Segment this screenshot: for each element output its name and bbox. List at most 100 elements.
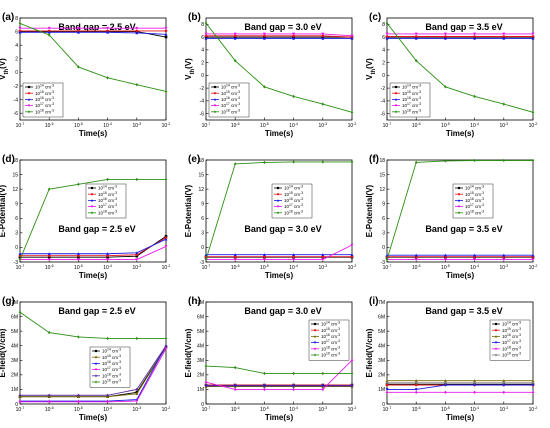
data-point — [47, 30, 51, 34]
data-point — [164, 234, 168, 238]
data-point — [292, 258, 296, 262]
y-tick-label: 18 — [198, 158, 204, 164]
data-point — [47, 187, 51, 191]
y-tick-label: 5M — [11, 329, 18, 335]
legend-entry: 1017 cm-3 — [465, 203, 484, 209]
legend-marker — [313, 322, 317, 326]
x-tick-label: 10-5 — [74, 406, 83, 413]
data-point — [18, 310, 22, 314]
legend-entry: 1015 cm-3 — [98, 191, 117, 197]
legend-marker — [213, 92, 217, 95]
y-tick-label: 6 — [382, 35, 385, 41]
y-tick-label: 4M — [11, 344, 18, 350]
data-point — [321, 32, 325, 36]
legend-marker — [27, 98, 31, 101]
y-tick-label: 0 — [382, 245, 385, 251]
data-point — [164, 347, 168, 351]
data-point — [502, 35, 506, 38]
data-point — [76, 252, 80, 256]
legend-marker — [27, 104, 31, 107]
data-point — [321, 34, 325, 38]
data-point — [164, 336, 168, 341]
legend-entry: 1014 cm-3 — [284, 185, 303, 191]
data-point — [18, 252, 22, 256]
data-point — [106, 30, 110, 34]
legend-entry: 1015 cm-3 — [465, 191, 484, 197]
data-point — [233, 32, 237, 36]
legend-marker — [27, 110, 31, 114]
y-tick-label: -6 — [14, 111, 19, 117]
legend-marker — [213, 104, 217, 107]
data-point — [262, 258, 266, 262]
y-tick-label: 2M — [378, 373, 385, 379]
panel-title: Band gap = 3.0 eV — [244, 306, 321, 316]
y-tick-label: 1M — [197, 387, 204, 393]
legend-marker — [276, 205, 280, 208]
data-point — [164, 29, 168, 33]
y-tick-label: -2 — [381, 86, 386, 92]
panel-title: Band gap = 2.5 eV — [58, 306, 135, 316]
data-point — [135, 258, 139, 262]
data-point — [77, 65, 80, 69]
x-tick-label: 10-6 — [231, 264, 240, 271]
legend-marker — [494, 329, 498, 332]
legend-entry: 1018 cm-3 — [502, 345, 521, 351]
legend-entry: 1015 cm-3 — [402, 90, 421, 96]
data-point — [321, 253, 325, 257]
chart-panel-h: 10-7 10-6 10-5 10-4 10-3 10-2 7M 6M 5M 4M 3M 2M 1M 0 (… — [184, 296, 356, 422]
x-tick-label: 10-5 — [441, 122, 450, 129]
legend-entry: 1017 cm-3 — [402, 102, 421, 108]
chart-panel-i: 10-7 10-6 10-5 10-4 10-3 10-2 7M 6M 5M 4M 3M 2M 1M 0 (… — [365, 296, 537, 422]
data-point — [47, 255, 51, 259]
legend-marker — [94, 368, 98, 371]
panel-title: Band gap = 3.5 eV — [425, 224, 502, 234]
data-point — [414, 160, 418, 165]
panel-title: Band gap = 3.5 eV — [425, 306, 502, 316]
data-point — [204, 21, 208, 25]
data-point — [47, 400, 51, 404]
y-tick-label: -4 — [381, 99, 386, 105]
y-axis-label: E-field(V/cm) — [184, 328, 193, 377]
data-point — [385, 21, 389, 25]
data-point — [77, 255, 80, 259]
data-point — [321, 387, 325, 392]
y-tick-label: 12 — [12, 187, 18, 193]
x-tick-label: 10-2 — [529, 406, 538, 413]
y-tick-label: 1M — [11, 387, 18, 393]
legend-entry: 1016 cm-3 — [284, 197, 303, 203]
data-point — [502, 381, 506, 385]
y-tick-label: 0 — [15, 402, 18, 408]
data-point — [444, 35, 447, 38]
data-point — [164, 89, 168, 94]
legend-entry: 1015 cm-3 — [102, 354, 121, 360]
legend-marker — [90, 205, 94, 208]
data-point — [233, 34, 237, 38]
data-point — [233, 253, 237, 257]
legend-marker — [313, 353, 317, 357]
y-axis-label: E-field(V/cm) — [365, 328, 374, 377]
data-point — [135, 391, 139, 394]
data-point — [262, 36, 266, 40]
legend-marker — [90, 193, 94, 196]
legend-entry: 1015 cm-3 — [284, 191, 303, 197]
legend-entry: 1019 cm-3 — [321, 352, 340, 358]
legend-marker — [394, 104, 398, 107]
y-tick-label: 4 — [201, 48, 204, 54]
legend-entry: 1017 cm-3 — [221, 102, 240, 108]
data-point — [531, 258, 535, 262]
legend-marker — [90, 186, 94, 190]
data-point — [263, 34, 266, 38]
y-axis-label: Vth(V) — [184, 58, 196, 80]
data-point — [502, 158, 506, 163]
panel-tag: (d) — [2, 154, 15, 165]
legend-marker — [494, 322, 498, 326]
data-point — [473, 94, 476, 99]
data-point — [77, 182, 80, 186]
chart-panel-c: 10-7 10-6 10-5 10-4 10-3 10-2 8 6 4 2 0 -2 -4 -6 (c) Ba… — [365, 12, 537, 138]
legend-marker — [94, 362, 98, 365]
legend-box — [489, 319, 531, 361]
y-tick-label: 3 — [382, 231, 385, 237]
data-point — [473, 258, 477, 262]
